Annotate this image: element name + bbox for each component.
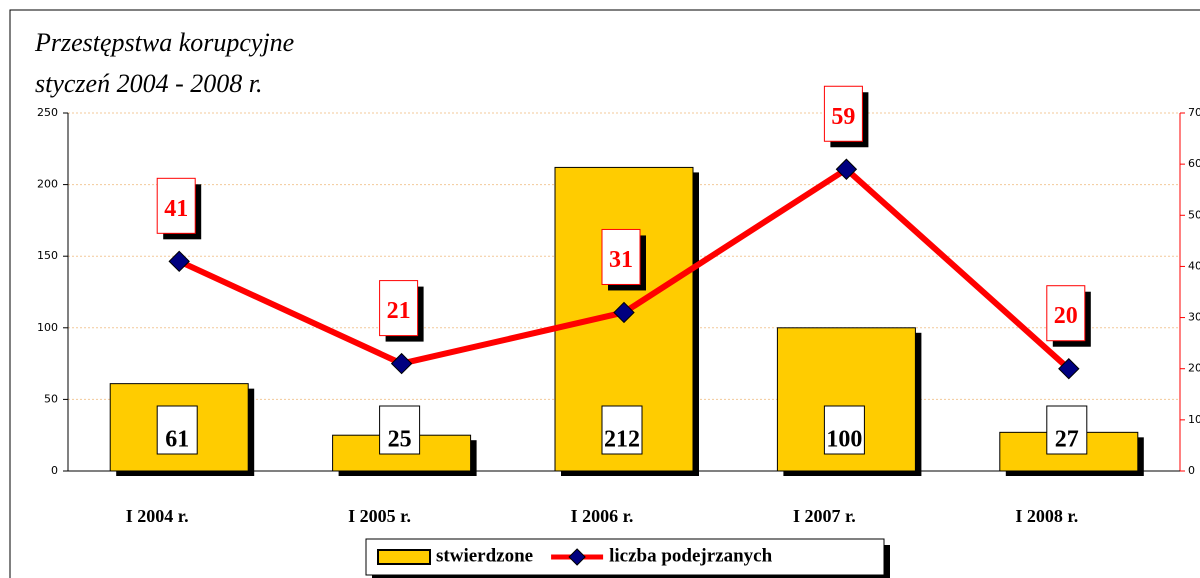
data-label: 21: [387, 298, 411, 324]
x-tick-label: I 2008 r.: [1015, 506, 1078, 526]
frame: [9, 9, 1200, 578]
marker: [1058, 358, 1080, 380]
marker: [168, 250, 190, 273]
y-tick-label: 200: [37, 178, 58, 191]
data-label: 61: [165, 427, 189, 453]
data-label: 41: [164, 196, 188, 222]
x-tick-label: I 2004 r.: [126, 506, 189, 526]
marker: [613, 301, 635, 324]
y2-tick-label: 70: [1188, 106, 1200, 119]
data-label: 212: [604, 427, 640, 453]
x-tick-label: I 2005 r.: [348, 506, 411, 526]
legend-marker: [568, 548, 586, 566]
data-label-box: [823, 85, 863, 142]
legend-box: [365, 538, 885, 576]
data-label-box: [601, 405, 643, 455]
data-label: 20: [1054, 303, 1078, 329]
data-label-box: [601, 228, 641, 285]
y2-tick-label: 20: [1188, 362, 1200, 375]
marker: [835, 158, 858, 180]
data-label: 59: [831, 104, 855, 130]
data-label-box: [379, 405, 421, 455]
x-tick-label: I 2007 r.: [793, 506, 856, 526]
chart-subtitle: styczeń 2004 - 2008 r.: [35, 69, 262, 98]
y2-tick-label: 50: [1188, 208, 1200, 221]
legend-swatch: [377, 549, 431, 565]
y2-tick-label: 40: [1188, 259, 1200, 272]
data-label: 100: [826, 427, 862, 453]
x-tick-label: I 2006 r.: [571, 506, 634, 526]
legend-label: liczba podejrzanych: [609, 545, 773, 566]
data-label: 25: [388, 427, 412, 453]
y-tick-label: 100: [37, 321, 58, 334]
y2-tick-label: 10: [1188, 413, 1200, 426]
y-tick-label: 0: [51, 464, 58, 477]
y-tick-label: 250: [37, 106, 58, 119]
y2-tick-label: 60: [1188, 157, 1200, 170]
legend-label: stwierdzone: [436, 545, 533, 566]
y2-tick-label: 30: [1188, 311, 1200, 324]
data-label-box: [1046, 405, 1088, 455]
data-label-box: [823, 405, 865, 455]
y-tick-label: 50: [44, 392, 58, 405]
data-label-box: [379, 280, 419, 337]
data-label-box: [156, 405, 198, 455]
data-label: 27: [1055, 427, 1079, 453]
y-tick-label: 150: [37, 249, 58, 262]
chart-title: Przestępstwa korupcyjne: [34, 28, 294, 57]
data-label-box: [1046, 285, 1086, 342]
y2-tick-label: 0: [1188, 464, 1195, 477]
marker: [390, 352, 413, 375]
data-label-box: [156, 177, 196, 234]
data-label: 31: [609, 247, 633, 273]
